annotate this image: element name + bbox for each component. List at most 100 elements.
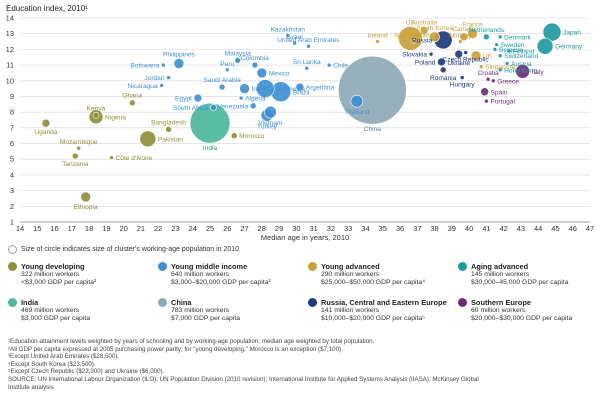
y-tick-label: 3	[10, 186, 14, 195]
x-axis-title: Median age in years, 2010	[261, 233, 349, 242]
data-label: Netherlands	[469, 27, 505, 34]
data-label: Israel	[287, 34, 304, 41]
legend-swatch	[458, 262, 467, 271]
x-tick-label: 16	[50, 224, 58, 233]
data-point	[504, 61, 510, 66]
x-tick-label: 39	[448, 224, 456, 233]
legend-item: China 783 million workers $7,000 GDP per c…	[158, 298, 240, 323]
legend-detail: <$3,000 GDP per capita²	[21, 279, 97, 286]
x-tick-label: 41	[482, 224, 490, 233]
bubble-chart: Education index, 2010¹123456789101112131…	[6, 4, 595, 242]
data-point	[218, 83, 226, 91]
data-point	[485, 76, 491, 82]
footnotes: ¹Education-attainment levels weighted by…	[8, 338, 598, 391]
data-label: Canada	[452, 26, 475, 33]
x-tick-label: 20	[119, 224, 127, 233]
data-point	[193, 93, 203, 103]
data-label: Mexico	[269, 70, 290, 77]
x-tick-label: 45	[551, 224, 559, 233]
data-point	[139, 130, 157, 148]
data-point	[234, 57, 241, 64]
data-label: Jordan	[144, 75, 164, 82]
data-label: Algeria	[245, 96, 266, 103]
data-point	[506, 48, 512, 54]
data-label: New Zealand	[394, 33, 433, 40]
data-point	[159, 83, 164, 88]
legend-detail: 783 million workers	[171, 307, 230, 314]
footnote: ⁴Except South Korea ($23,500).	[8, 360, 96, 368]
data-point	[76, 145, 82, 151]
data-point	[224, 67, 230, 73]
x-tick-label: 40	[465, 224, 473, 233]
data-point	[256, 67, 268, 79]
data-point	[459, 32, 469, 42]
legend-swatch	[308, 262, 317, 271]
data-label: Egypt	[175, 96, 192, 103]
data-point	[411, 39, 417, 44]
data-point	[429, 31, 440, 43]
data-label: Chile	[333, 63, 348, 70]
data-label: Peru	[220, 61, 234, 68]
legend-item: Young developing 322 million workers <$3,0…	[8, 262, 96, 287]
legend-detail: 145 million workers	[471, 271, 530, 278]
data-point	[458, 39, 463, 44]
x-tick-label: 28	[258, 224, 266, 233]
data-label: Slovakia	[402, 52, 427, 59]
y-tick-label: 8	[10, 108, 14, 117]
data-point	[375, 39, 380, 44]
bubble-size-note-text: Size of circle indicates size of cluster…	[21, 246, 240, 253]
footnote: SOURCE: UN International Labour Organiza…	[8, 375, 479, 383]
y-tick-label: 13	[6, 29, 14, 38]
data-label: Italy	[532, 69, 545, 76]
x-tick-label: 18	[85, 224, 93, 233]
legend-detail: $10,000–$20,000 GDP per capita⁵	[321, 315, 425, 322]
data-point	[398, 26, 423, 51]
x-tick-label: 33	[344, 224, 352, 233]
data-label: Belgium	[499, 47, 523, 54]
data-label: Mozambique	[60, 139, 98, 146]
y-tick-label: 12	[6, 45, 14, 54]
data-label: Romania	[430, 75, 457, 82]
legend-detail: $20,000–$30,000 GDP per capita	[471, 315, 573, 322]
data-label: Uganda	[34, 129, 57, 136]
chart-title: Education index, 2010¹	[6, 4, 88, 13]
legend-swatch	[308, 298, 317, 307]
legend-name: Young advanced	[321, 261, 380, 271]
legend-detail: 640 million workers	[171, 271, 230, 278]
data-point	[264, 105, 277, 119]
data-point	[484, 98, 489, 104]
footnote: ²All GDP per capita expressed at 2005 pu…	[8, 345, 343, 353]
x-tick-label: 29	[275, 224, 283, 233]
data-label: Colombia	[241, 55, 269, 62]
data-point	[230, 132, 238, 139]
data-label: Nicaragua	[128, 83, 158, 90]
legend-swatch	[458, 298, 467, 307]
legend-detail: $3,000 GDP per capita	[21, 315, 91, 322]
data-label: Hungary	[450, 82, 476, 89]
data-point	[239, 83, 250, 94]
legend-name: Young developing	[21, 261, 85, 271]
legend-detail: $7,000 GDP per capita	[171, 315, 241, 322]
legend-item: Aging advanced 145 million workers $30,000…	[458, 262, 568, 287]
legend-item: Young middle income 640 million workers $3…	[158, 262, 271, 287]
data-point	[490, 78, 496, 84]
data-point	[285, 32, 291, 38]
legend-name: Young middle income	[171, 261, 248, 271]
cluster-legend: Young developing 322 million workers <$3,0…	[0, 262, 600, 336]
data-label: Indonesia	[276, 86, 305, 93]
data-point	[249, 102, 257, 110]
data-label: Ireland	[367, 33, 387, 40]
legend-detail: 141 million workers	[321, 307, 380, 314]
data-label: Malaysia	[225, 50, 251, 57]
footnote: ⁵Except Czech Republic ($22,300) and Ukr…	[8, 368, 165, 376]
data-label: Greece	[497, 78, 519, 85]
data-label: Singapore	[485, 64, 515, 71]
data-label: Sri Lanka	[293, 59, 321, 66]
data-point	[173, 58, 185, 69]
x-tick-label: 21	[137, 224, 145, 233]
y-tick-label: 9	[10, 92, 14, 101]
legend-name: India	[21, 297, 39, 307]
data-label: Côte d'Ivoire	[116, 155, 153, 162]
data-point	[304, 65, 310, 71]
data-point	[166, 75, 171, 80]
